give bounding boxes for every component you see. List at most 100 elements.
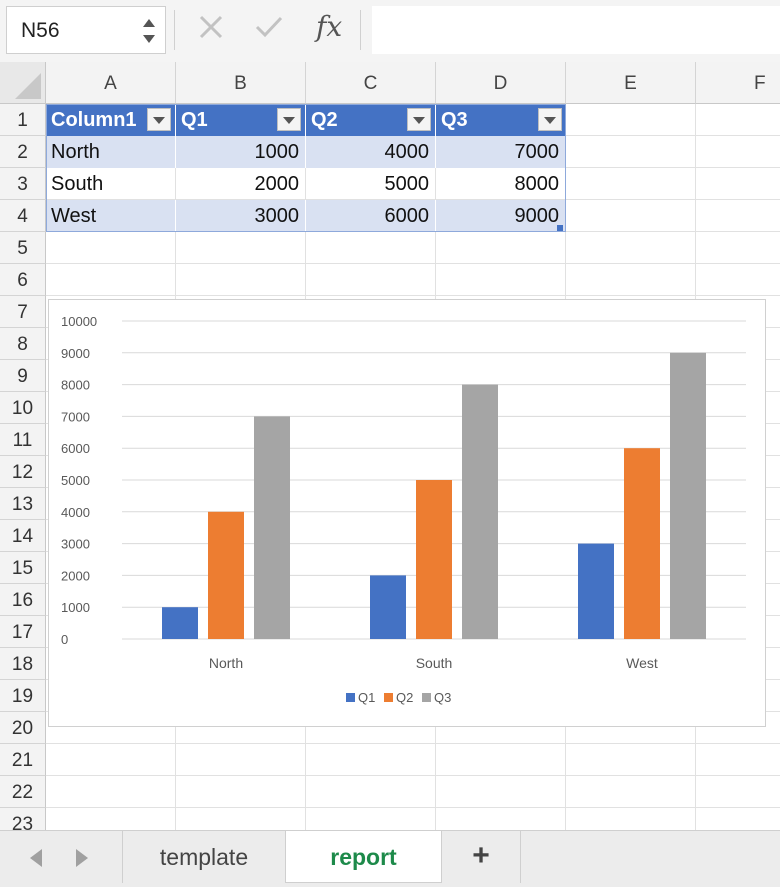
- row-header[interactable]: 23: [0, 808, 46, 830]
- y-tick-label: 2000: [61, 568, 90, 583]
- bar[interactable]: [162, 607, 198, 639]
- sheet-tab-template[interactable]: template: [122, 831, 286, 883]
- chart-canvas: 0 1000 2000 3000 4000 5000 6000 7000 8000 9000 100…: [61, 314, 746, 705]
- row-header[interactable]: 16: [0, 584, 46, 616]
- x-tick-label: West: [626, 655, 658, 671]
- column-chart[interactable]: 0 1000 2000 3000 4000 5000 6000 7000 8000 9000 100…: [48, 299, 766, 727]
- table-cell[interactable]: 2000: [176, 168, 306, 200]
- close-icon[interactable]: [198, 14, 224, 40]
- bar[interactable]: [254, 416, 290, 639]
- add-sheet-button[interactable]: +: [472, 839, 490, 872]
- column-header-b[interactable]: B: [176, 62, 306, 104]
- row-header[interactable]: 1: [0, 104, 46, 136]
- table-header-label: Q2: [311, 109, 338, 131]
- row-header[interactable]: 4: [0, 200, 46, 232]
- y-tick-label: 4000: [61, 505, 90, 520]
- bar[interactable]: [370, 575, 406, 639]
- legend-label: Q2: [396, 690, 413, 705]
- table-cell[interactable]: 3000: [176, 200, 306, 232]
- table-header-cell[interactable]: Q2: [306, 104, 436, 136]
- row-header[interactable]: 14: [0, 520, 46, 552]
- filter-dropdown-icon[interactable]: [147, 108, 171, 131]
- legend-label: Q3: [434, 690, 451, 705]
- formula-input[interactable]: [372, 6, 780, 54]
- table-cell[interactable]: South: [46, 168, 176, 200]
- filter-dropdown-icon[interactable]: [538, 108, 562, 131]
- y-tick-label: 9000: [61, 346, 90, 361]
- insert-function-button[interactable]: fx: [316, 10, 343, 43]
- tab-divider: [520, 831, 521, 883]
- y-tick-label: 7000: [61, 409, 90, 424]
- row-header[interactable]: 19: [0, 680, 46, 712]
- x-tick-label: South: [416, 655, 453, 671]
- table-cell[interactable]: 6000: [306, 200, 436, 232]
- bar[interactable]: [624, 448, 660, 639]
- table-cell[interactable]: 5000: [306, 168, 436, 200]
- formula-divider: [174, 10, 175, 50]
- table-header-cell[interactable]: Column1: [46, 104, 176, 136]
- row-header[interactable]: 22: [0, 776, 46, 808]
- row-header[interactable]: 3: [0, 168, 46, 200]
- sheet-tab-report[interactable]: report: [285, 831, 442, 883]
- y-tick-label: 8000: [61, 378, 90, 393]
- filter-dropdown-icon[interactable]: [277, 108, 301, 131]
- row-header[interactable]: 13: [0, 488, 46, 520]
- formula-bar: N56 fx: [0, 0, 780, 63]
- chevron-left-icon[interactable]: [30, 849, 42, 867]
- row-header[interactable]: 18: [0, 648, 46, 680]
- legend-swatch: [384, 693, 393, 702]
- y-tick-label: 3000: [61, 537, 90, 552]
- row-header[interactable]: 12: [0, 456, 46, 488]
- bar[interactable]: [462, 384, 498, 639]
- column-header-f[interactable]: F: [696, 62, 780, 104]
- select-all-corner[interactable]: [0, 62, 46, 104]
- bar[interactable]: [416, 480, 452, 639]
- filter-dropdown-icon[interactable]: [407, 108, 431, 131]
- row-header[interactable]: 21: [0, 744, 46, 776]
- table-resize-handle[interactable]: [557, 225, 563, 231]
- y-tick-label: 1000: [61, 600, 90, 615]
- row-header[interactable]: 10: [0, 392, 46, 424]
- sheet-tab-bar: template report +: [0, 830, 780, 887]
- row-header[interactable]: 9: [0, 360, 46, 392]
- legend-label: Q1: [358, 690, 375, 705]
- table-header-cell[interactable]: Q3: [436, 104, 566, 136]
- table-header-label: Q3: [441, 109, 468, 131]
- table-cell[interactable]: 8000: [436, 168, 566, 200]
- name-box[interactable]: N56: [6, 6, 166, 54]
- table-header-cell[interactable]: Q1: [176, 104, 306, 136]
- chevron-right-icon[interactable]: [76, 849, 88, 867]
- y-tick-label: 6000: [61, 441, 90, 456]
- table-cell[interactable]: North: [46, 136, 176, 168]
- formula-divider: [360, 10, 361, 50]
- row-header[interactable]: 6: [0, 264, 46, 296]
- table-cell[interactable]: 7000: [436, 136, 566, 168]
- row-header[interactable]: 7: [0, 296, 46, 328]
- bar[interactable]: [670, 352, 706, 639]
- name-box-stepper-icon[interactable]: [141, 13, 157, 49]
- row-header[interactable]: 8: [0, 328, 46, 360]
- name-box-value: N56: [21, 19, 60, 42]
- bar[interactable]: [208, 511, 244, 639]
- column-header-d[interactable]: D: [436, 62, 566, 104]
- column-header-e[interactable]: E: [566, 62, 696, 104]
- row-header[interactable]: 17: [0, 616, 46, 648]
- row-header[interactable]: 20: [0, 712, 46, 744]
- table-cell[interactable]: 1000: [176, 136, 306, 168]
- row-header[interactable]: 15: [0, 552, 46, 584]
- legend-swatch: [346, 693, 355, 702]
- column-header-a[interactable]: A: [46, 62, 176, 104]
- row-header[interactable]: 2: [0, 136, 46, 168]
- x-tick-label: North: [209, 655, 243, 671]
- table-cell[interactable]: 9000: [436, 200, 566, 232]
- row-header[interactable]: 11: [0, 424, 46, 456]
- check-icon[interactable]: [254, 14, 284, 40]
- y-tick-label: 0: [61, 632, 68, 647]
- column-header-c[interactable]: C: [306, 62, 436, 104]
- y-tick-label: 5000: [61, 473, 90, 488]
- table-cell[interactable]: 4000: [306, 136, 436, 168]
- bar[interactable]: [578, 543, 614, 639]
- table-cell[interactable]: West: [46, 200, 176, 232]
- row-header[interactable]: 5: [0, 232, 46, 264]
- worksheet-grid[interactable]: A B C D E F 1 2 3 4 5 6 7 8 9 10 11 12 1…: [0, 62, 780, 830]
